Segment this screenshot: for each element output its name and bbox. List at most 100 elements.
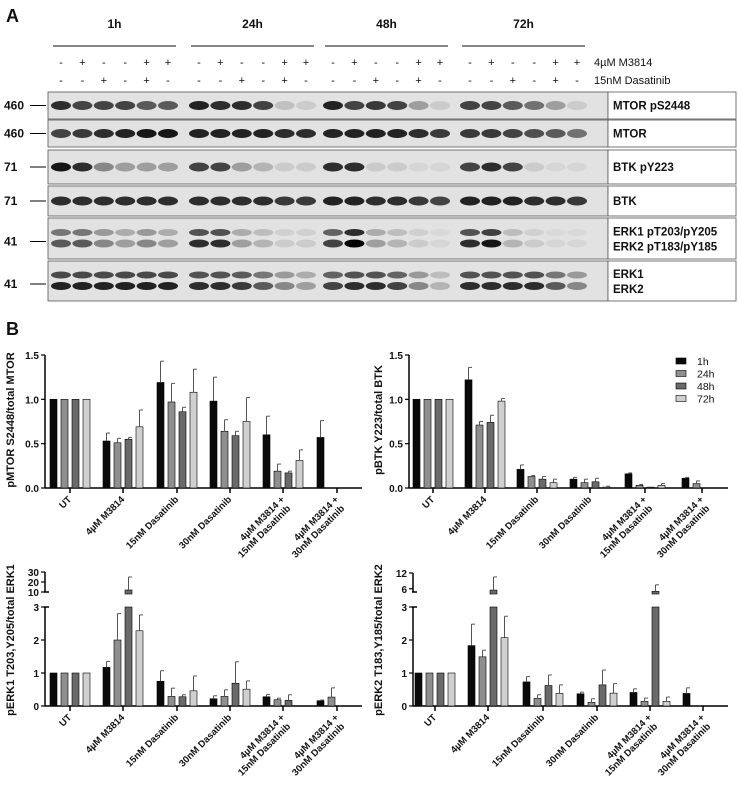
band-lower — [481, 282, 502, 290]
bar — [156, 382, 165, 489]
band-lower — [365, 282, 386, 290]
treatment-sign: - — [166, 75, 170, 87]
treatment-sign: + — [79, 57, 85, 69]
x-tick-label: UT — [57, 712, 74, 729]
treatment-sign: - — [59, 57, 63, 69]
bar — [692, 483, 701, 489]
band-upper — [115, 229, 136, 236]
treatment-sign: + — [101, 75, 107, 87]
band-lower — [210, 239, 231, 248]
band — [344, 162, 365, 172]
treatment-sign: - — [123, 57, 127, 69]
bar — [412, 399, 421, 489]
band-upper — [274, 271, 295, 279]
treatment-sign: - — [59, 75, 63, 87]
timepoint-label: 72h — [513, 17, 534, 31]
bar-chart: 0.0 0.5 1.0 1.5 pMTOR S2448/total MTOR UT 4µM … — [5, 351, 362, 560]
band — [136, 196, 157, 206]
bar — [231, 682, 240, 707]
band — [365, 196, 386, 206]
bar — [220, 696, 229, 707]
band — [344, 196, 365, 206]
band-upper — [158, 229, 178, 236]
band — [502, 196, 523, 206]
band-upper — [72, 229, 93, 236]
band-upper — [567, 271, 587, 279]
treatment-sign: - — [304, 75, 308, 87]
bar — [516, 469, 525, 489]
band — [481, 196, 502, 206]
x-tick-label: 15nM Dasatinib — [484, 494, 541, 551]
band-lower — [93, 282, 114, 290]
band-lower — [408, 282, 429, 290]
band — [460, 129, 480, 138]
band-lower — [296, 282, 316, 290]
bar — [629, 692, 638, 707]
bar — [231, 435, 240, 489]
mw-marker: 41 — [4, 277, 18, 291]
band — [93, 196, 114, 206]
band-lower — [189, 239, 209, 248]
band — [274, 129, 295, 138]
bar — [425, 672, 434, 707]
band-lower — [408, 239, 429, 248]
mw-marker: 41 — [4, 235, 18, 249]
treatment-sign: - — [575, 75, 579, 87]
treatment-sign: + — [351, 57, 357, 69]
band — [210, 101, 231, 110]
band-lower — [323, 239, 343, 248]
band — [430, 162, 450, 172]
bar — [262, 434, 271, 489]
band — [115, 101, 136, 110]
treatment-sign: - — [353, 75, 357, 87]
x-tick-label: 30nM Dasatinib — [177, 494, 234, 551]
treatment-sign: + — [574, 57, 580, 69]
blot-row: 460 MTOR — [4, 119, 737, 148]
y-tick-label: 2 — [33, 636, 39, 647]
blot-label-box — [607, 119, 737, 148]
bar — [497, 400, 506, 489]
treatment-label: 15nM Dasatinib — [594, 75, 670, 87]
band — [524, 101, 545, 110]
band — [567, 162, 587, 172]
band — [408, 162, 429, 172]
bar — [609, 692, 618, 707]
band — [524, 196, 545, 206]
bar — [500, 637, 509, 707]
band-upper — [51, 271, 71, 279]
band — [524, 129, 545, 138]
band-lower — [93, 239, 114, 248]
band — [93, 162, 114, 172]
treatment-sign: - — [197, 57, 201, 69]
x-tick-label: 4µM M3814 — [449, 712, 493, 756]
band-upper — [460, 229, 480, 236]
bar — [598, 684, 607, 707]
blot-label: MTOR pS2448 — [613, 101, 691, 113]
band-lower — [115, 239, 136, 248]
band — [72, 129, 93, 138]
band — [408, 196, 429, 206]
band-upper — [430, 229, 450, 236]
band — [72, 162, 93, 172]
y-tick-label: 1.5 — [25, 351, 39, 362]
bar — [478, 656, 487, 707]
timepoint-label: 48h — [376, 17, 397, 31]
bar — [178, 411, 187, 489]
x-tick-label: 4µM M3814 — [446, 494, 490, 538]
band — [365, 129, 386, 138]
bar — [262, 696, 271, 707]
band-lower — [387, 282, 408, 290]
bar — [124, 606, 133, 707]
band-lower — [296, 239, 316, 248]
bar — [71, 399, 80, 489]
treatment-sign: - — [468, 75, 472, 87]
bar — [544, 685, 553, 707]
band-upper — [136, 271, 157, 279]
y-tick-label: 1 — [33, 669, 39, 680]
band — [51, 129, 71, 138]
y-axis-label: pMTOR S2448/total MTOR — [5, 352, 17, 487]
band — [274, 162, 295, 172]
band — [408, 129, 429, 138]
legend-swatch — [675, 395, 687, 402]
